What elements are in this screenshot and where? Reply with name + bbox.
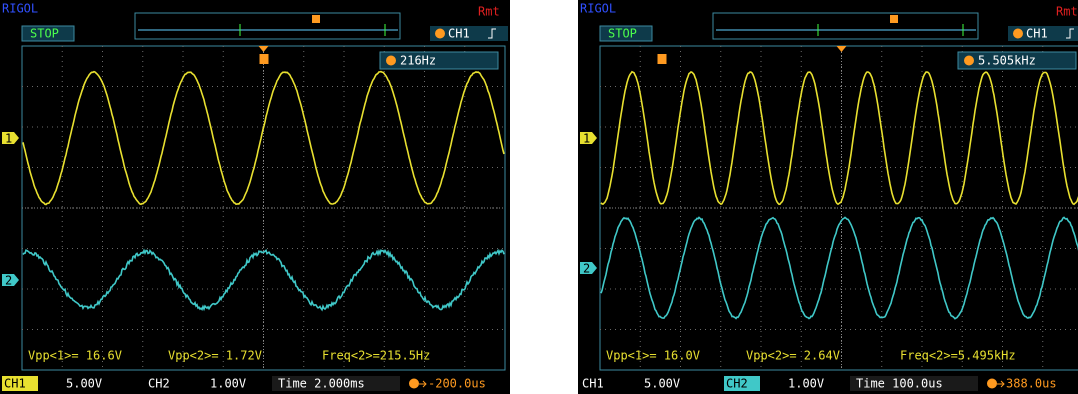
channel-scale: 5.00V (66, 377, 102, 391)
trigger-offset: -200.0us (428, 377, 486, 391)
trigger-icon (409, 379, 419, 389)
channel-label: CH2 (726, 377, 748, 391)
trigger-frequency: 5.505kHz (978, 54, 1036, 68)
oscilloscope-screen: RIGOL STOP Rmt CH1 1 2 5.505kHz Vpp<1>= 16.0V Vp… (578, 0, 1078, 394)
trigger-icon (1013, 29, 1023, 39)
timebase: Time 2.000ms (278, 377, 365, 391)
channel-label: CH2 (148, 377, 170, 391)
channel-label: CH1 (4, 377, 26, 391)
trigger-source: CH1 (448, 27, 470, 41)
channel-scale: 1.00V (788, 377, 824, 391)
measurement: Vpp<1>= 16.0V (606, 349, 700, 363)
trigger-icon (435, 29, 445, 39)
measurement: Freq<2>=215.5Hz (322, 349, 430, 363)
oscilloscope-screen: RIGOL STOP Rmt CH1 1 2 216Hz Vpp<1>= 16.6V Vpp<2… (0, 0, 510, 394)
screenshot: RIGOL STOP Rmt CH1 1 2 216Hz Vpp<1>= 16.6V Vpp<2… (0, 0, 1078, 394)
grid-frame (600, 46, 1078, 370)
timebase: Time 100.0us (856, 377, 943, 391)
brand: RIGOL (580, 2, 616, 16)
channel-label: CH1 (582, 377, 604, 391)
trigger-icon (987, 379, 997, 389)
measurement: Vpp<2>= 1.72V (168, 349, 262, 363)
status: STOP (608, 27, 637, 41)
trigger-offset: 388.0us (1006, 377, 1057, 391)
trigger-icon (964, 56, 974, 66)
channel-scale: 5.00V (644, 377, 680, 391)
trigger-icon (260, 54, 269, 64)
trigger-pos-marker (890, 15, 898, 23)
measurement: Vpp<2>= 2.64V (746, 349, 840, 363)
brand: RIGOL (2, 2, 38, 16)
remote: Rmt (1056, 5, 1078, 19)
channel-scale: 1.00V (210, 377, 246, 391)
channel-2-marker-label: 2 (5, 274, 12, 288)
channel-2-marker-label: 2 (583, 262, 590, 276)
status: STOP (30, 27, 59, 41)
measurement: Freq<2>=5.495kHz (900, 349, 1016, 363)
trigger-frequency: 216Hz (400, 54, 436, 68)
remote: Rmt (478, 5, 500, 19)
trigger-icon (658, 54, 667, 64)
channel-1-marker-label: 1 (5, 132, 12, 146)
frequency-box (380, 52, 498, 69)
measurement: Vpp<1>= 16.6V (28, 349, 122, 363)
trigger-source: CH1 (1026, 27, 1048, 41)
channel-1-marker-label: 1 (583, 132, 590, 146)
trigger-icon (386, 56, 396, 66)
trigger-pos-marker (312, 15, 320, 23)
